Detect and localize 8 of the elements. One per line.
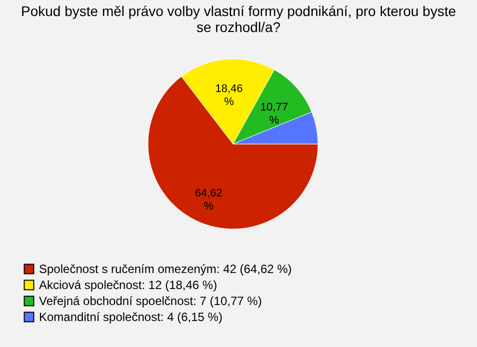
data-label: 64,62 % [194, 187, 222, 212]
data-label: 10,77 % [260, 102, 288, 127]
chart-title: Pokud byste měl právo volby vlastní formy podnikání, pro kterou byste se rozhodl/a? [21, 3, 456, 35]
legend-label: Veřejná obchodní spoelčnost: 7 (10,77 %) [39, 294, 262, 308]
legend-label: Komanditní společnost: 4 (6,15 %) [39, 310, 222, 324]
data-label: 18,46 % [215, 83, 243, 108]
legend-label: Společnost s ručením omezeným: 42 (64,62 %) [39, 262, 292, 276]
legend-label: Akciová společnost: 12 (18,46 %) [39, 278, 218, 292]
